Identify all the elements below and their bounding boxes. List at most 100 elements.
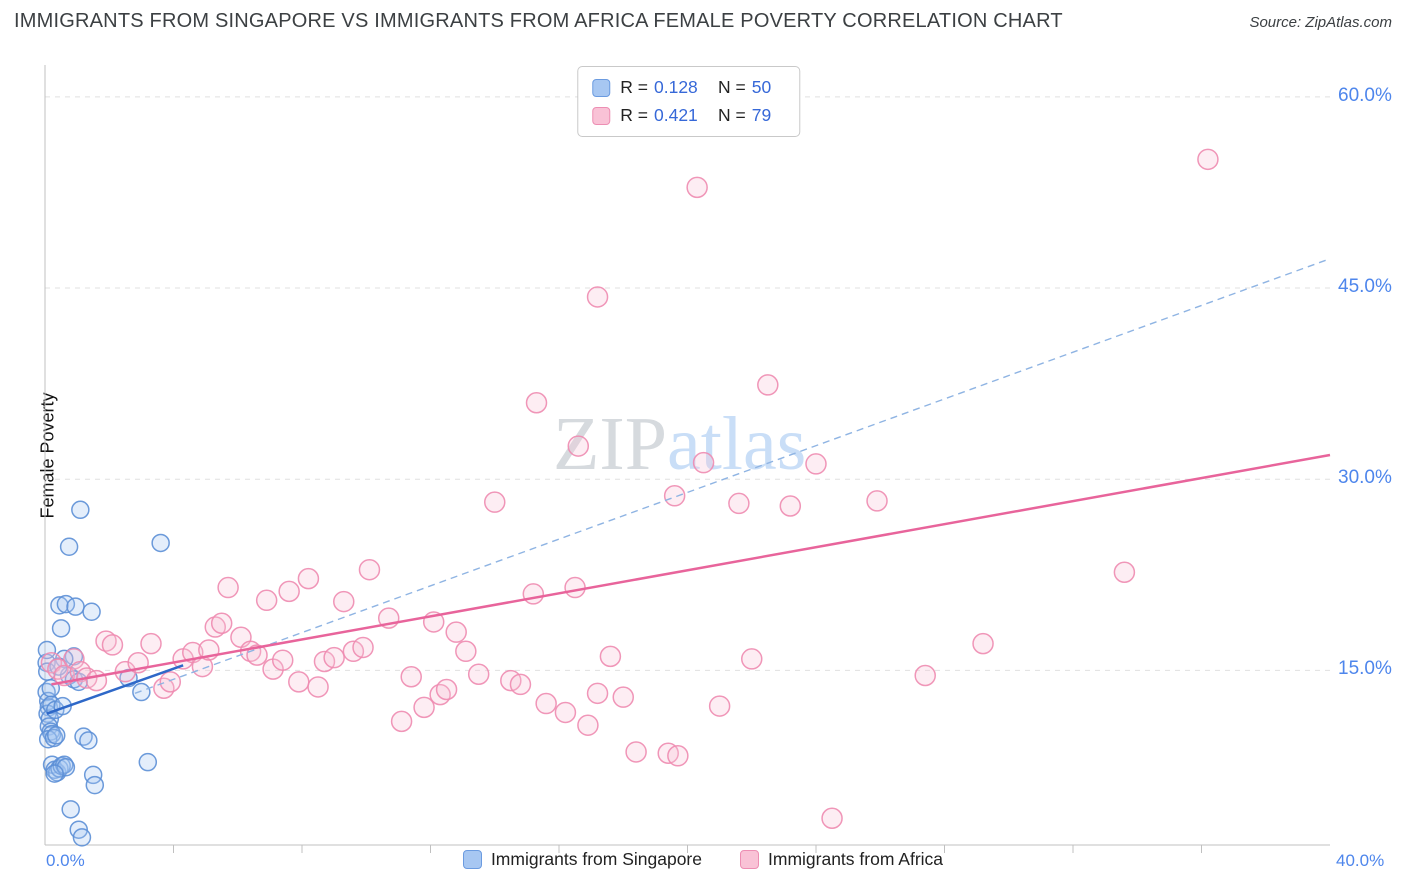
data-point-singapore (59, 537, 79, 557)
data-point-singapore (46, 726, 66, 745)
data-point-africa (47, 658, 69, 680)
legend-label-africa: Immigrants from Africa (768, 849, 944, 869)
page-title: IMMIGRANTS FROM SINGAPORE VS IMMIGRANTS … (14, 10, 1063, 32)
trend-singapore (46, 664, 184, 715)
data-point-africa (323, 646, 345, 669)
legend-item-singapore: Immigrants from Singapore (462, 849, 702, 870)
y-tick-label: 60.0% (1338, 84, 1392, 106)
legend-row-africa: R = 0.421 N = 79 (592, 105, 781, 126)
data-point-africa (271, 649, 294, 671)
data-point-singapore (56, 758, 76, 777)
data-point-africa (278, 580, 300, 603)
data-point-africa (333, 590, 355, 613)
y-tick-label: 45.0% (1338, 276, 1392, 298)
data-point-africa (757, 374, 779, 396)
data-point-africa (413, 696, 435, 719)
data-point-singapore (44, 728, 64, 748)
data-point-africa (728, 492, 750, 515)
data-point-africa (586, 286, 609, 308)
data-point-africa (390, 710, 413, 733)
data-point-africa (159, 671, 182, 693)
data-point-africa (586, 682, 609, 705)
data-point-africa (255, 589, 278, 612)
data-point-africa (435, 678, 458, 701)
r-label: R = (620, 105, 648, 125)
data-point-africa (352, 636, 374, 659)
n-value-singapore: 50 (751, 77, 772, 97)
data-point-africa (40, 651, 63, 674)
data-point-africa (85, 669, 108, 692)
legend-item-africa: Immigrants from Africa (740, 849, 943, 870)
data-point-africa (1197, 148, 1219, 171)
data-point-africa (400, 666, 422, 688)
data-point-africa (63, 648, 85, 670)
data-point-africa (708, 695, 731, 717)
legend-label-singapore: Immigrants from Singapore (490, 849, 702, 869)
r-value-africa: 0.421 (654, 105, 698, 125)
x-axis-max-label: 40.0% (1336, 851, 1385, 870)
data-point-africa (445, 621, 467, 643)
series-legend: Immigrants from Singapore Immigrants fro… (0, 849, 1406, 870)
r-value-singapore: 0.128 (654, 77, 698, 97)
africa-legend-swatch-icon (740, 850, 759, 869)
data-point-africa (140, 632, 162, 655)
data-point-singapore (51, 619, 71, 638)
data-point-singapore (85, 775, 105, 795)
data-point-africa (69, 660, 92, 683)
data-point-africa (972, 632, 994, 655)
data-point-africa (914, 664, 936, 687)
data-point-africa (805, 453, 827, 475)
data-point-singapore (138, 752, 158, 772)
source-attribution: Source: ZipAtlas.com (1249, 14, 1392, 31)
data-point-singapore (132, 682, 151, 702)
data-point-singapore (50, 596, 69, 615)
data-point-africa (1113, 561, 1136, 584)
data-point-singapore (71, 500, 90, 520)
africa-swatch-icon (592, 106, 611, 125)
data-point-africa (686, 176, 708, 199)
r-label: R = (620, 77, 648, 97)
data-point-africa (612, 686, 634, 708)
data-point-africa (101, 634, 124, 656)
data-point-africa (484, 491, 506, 513)
data-point-africa (741, 648, 763, 670)
data-point-africa (692, 451, 715, 474)
data-point-africa (358, 558, 381, 581)
n-value-africa: 79 (751, 105, 772, 125)
data-point-africa (554, 701, 577, 724)
data-point-africa (509, 673, 532, 696)
data-point-africa (210, 612, 233, 634)
y-tick-label: 30.0% (1338, 467, 1392, 489)
data-point-singapore (151, 533, 170, 553)
data-point-africa (625, 741, 647, 763)
y-tick-label: 15.0% (1338, 658, 1392, 680)
data-point-africa (525, 391, 548, 414)
data-point-africa (307, 676, 329, 698)
data-point-africa (866, 490, 888, 512)
singapore-legend-swatch-icon (462, 850, 482, 869)
correlation-legend: R = 0.128 N = 50 R = 0.421 N = 79 (577, 66, 801, 137)
x-axis-min-label: 0.0% (46, 851, 85, 870)
data-point-africa (455, 640, 477, 663)
singapore-swatch-icon (592, 78, 611, 97)
data-point-africa (217, 576, 239, 599)
data-point-africa (564, 576, 586, 599)
data-point-singapore (82, 602, 101, 622)
n-label: N = (718, 105, 746, 125)
data-point-africa (467, 663, 490, 685)
data-point-africa (288, 671, 310, 693)
n-label: N = (718, 77, 746, 97)
data-point-africa (522, 583, 545, 605)
trend-singapore-extrapolated (134, 258, 1331, 694)
data-point-africa (663, 485, 686, 507)
data-point-singapore (66, 597, 85, 616)
data-point-africa (535, 692, 557, 715)
data-point-singapore (37, 640, 57, 660)
data-point-singapore (45, 764, 64, 783)
data-point-africa (153, 677, 175, 699)
data-point-africa (567, 435, 590, 457)
data-point-singapore (72, 828, 92, 847)
data-point-africa (599, 645, 622, 668)
